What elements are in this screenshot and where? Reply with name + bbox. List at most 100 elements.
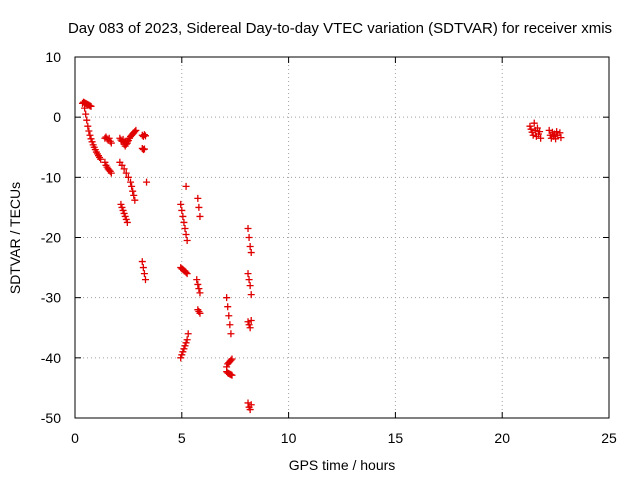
data-point — [224, 303, 232, 311]
data-point — [195, 285, 203, 293]
data-point — [143, 178, 151, 186]
data-point — [182, 182, 190, 190]
data-point — [180, 345, 188, 353]
data-point — [228, 371, 236, 379]
data-point — [193, 276, 201, 284]
series-arc-m — [177, 200, 191, 245]
series-arc-n — [177, 264, 191, 278]
data-point — [128, 182, 136, 190]
data-point — [86, 131, 94, 139]
data-point — [183, 336, 191, 344]
data-point — [246, 282, 254, 290]
data-point — [227, 330, 235, 338]
data-point — [180, 218, 188, 226]
data-point — [556, 129, 564, 137]
data-point — [120, 165, 128, 173]
data-point — [124, 173, 132, 181]
y-tick-label: -50 — [41, 410, 61, 426]
series-arc-k — [143, 178, 151, 186]
data-point — [537, 134, 545, 142]
data-point — [140, 145, 148, 153]
data-point — [117, 200, 125, 208]
chart-title: Day 083 of 2023, Sidereal Day-to-day VTE… — [68, 20, 612, 37]
data-point — [245, 321, 253, 329]
data-point — [118, 203, 126, 211]
series-arc-s — [194, 306, 204, 317]
data-point — [81, 104, 89, 112]
data-point — [196, 289, 204, 297]
data-point — [127, 178, 135, 186]
data-point — [178, 351, 186, 359]
data-point — [557, 134, 565, 142]
data-point — [246, 324, 254, 332]
data-point — [247, 401, 255, 409]
x-tick-label: 15 — [388, 430, 404, 446]
data-point — [84, 122, 92, 130]
data-point — [123, 218, 131, 226]
data-point — [122, 169, 130, 177]
grid-lines — [75, 57, 609, 418]
series-arc-z — [244, 399, 255, 414]
data-point — [140, 131, 148, 139]
series-arc-x — [244, 270, 255, 299]
data-point — [138, 258, 146, 266]
data-point — [529, 131, 537, 139]
series-arc-v — [223, 368, 236, 379]
data-point — [196, 309, 204, 317]
data-point — [181, 224, 189, 232]
data-point — [194, 280, 202, 288]
data-point — [182, 268, 190, 276]
data-point — [182, 339, 190, 347]
data-point — [140, 270, 148, 278]
series-arc-g — [116, 158, 139, 204]
data-point — [105, 134, 113, 142]
data-point — [533, 124, 541, 132]
data-point — [246, 406, 254, 414]
data-point — [97, 155, 105, 163]
data-point — [129, 187, 137, 195]
data-point — [246, 243, 254, 251]
data-point — [131, 128, 139, 136]
data-point — [527, 125, 535, 133]
data-point — [226, 321, 234, 329]
x-axis-label: GPS time / hours — [289, 457, 396, 473]
data-point — [245, 276, 253, 284]
data-point — [119, 206, 127, 214]
data-point — [181, 342, 189, 350]
data-point — [178, 206, 186, 214]
data-point — [179, 212, 187, 220]
series-arc-a — [78, 98, 95, 110]
data-point — [244, 270, 252, 278]
series-arc-r — [193, 276, 204, 297]
data-point — [182, 230, 190, 238]
data-point — [244, 318, 252, 326]
data-point — [141, 132, 149, 140]
data-point — [88, 138, 96, 146]
data-point — [121, 212, 129, 220]
data-point — [87, 102, 95, 110]
series-arc-ab — [545, 126, 565, 143]
series-arc-h — [117, 200, 131, 226]
data-point — [244, 224, 252, 232]
series-arc-b — [81, 104, 105, 163]
data-point — [107, 139, 115, 147]
data-point — [121, 142, 129, 150]
series-arc-l — [138, 258, 149, 284]
y-tick-label: -20 — [41, 230, 61, 246]
data-point — [141, 276, 149, 284]
series-arc-d — [101, 158, 115, 177]
data-point — [87, 135, 95, 143]
data-point — [196, 212, 204, 220]
series-arc-aa — [526, 119, 545, 142]
data-point — [247, 249, 255, 257]
axis-ticks: 0 5 10 15 20 25 -50 -40 -30 -20 -10 0 10 — [41, 49, 617, 446]
y-tick-label: -40 — [41, 350, 61, 366]
data-point — [107, 169, 115, 177]
x-tick-label: 10 — [281, 430, 297, 446]
data-point — [101, 158, 109, 166]
data-point — [177, 200, 185, 208]
data-point — [536, 128, 544, 136]
data-point — [228, 355, 236, 363]
series-arc-p — [182, 182, 190, 190]
series-arc-t — [223, 294, 235, 338]
